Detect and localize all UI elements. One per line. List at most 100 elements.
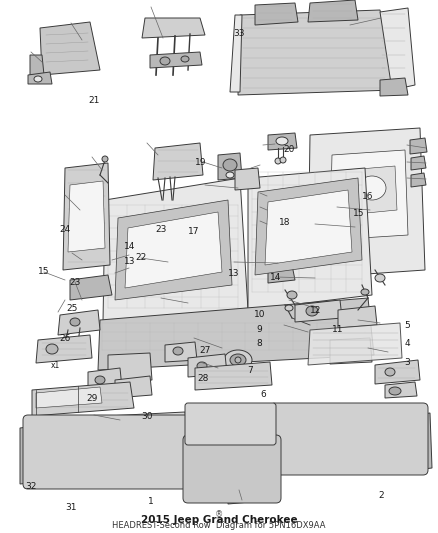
Text: 27: 27 bbox=[199, 346, 211, 355]
Text: x1: x1 bbox=[50, 360, 60, 369]
Text: 13: 13 bbox=[124, 257, 135, 265]
Polygon shape bbox=[30, 55, 44, 75]
Ellipse shape bbox=[280, 157, 286, 163]
Polygon shape bbox=[308, 0, 358, 22]
Polygon shape bbox=[70, 275, 112, 300]
Text: 1: 1 bbox=[148, 497, 154, 505]
Polygon shape bbox=[25, 412, 195, 488]
Polygon shape bbox=[385, 382, 417, 398]
Ellipse shape bbox=[70, 318, 80, 326]
Text: 30: 30 bbox=[141, 413, 152, 421]
Polygon shape bbox=[230, 15, 242, 92]
Text: 2: 2 bbox=[378, 491, 384, 500]
Text: 21: 21 bbox=[88, 96, 100, 104]
Text: 15: 15 bbox=[38, 268, 49, 276]
Text: 14: 14 bbox=[270, 273, 282, 281]
Text: 14: 14 bbox=[124, 242, 135, 251]
FancyBboxPatch shape bbox=[183, 435, 281, 503]
FancyBboxPatch shape bbox=[270, 403, 428, 475]
Ellipse shape bbox=[34, 76, 42, 82]
Ellipse shape bbox=[95, 376, 105, 384]
Text: 31: 31 bbox=[65, 503, 77, 512]
Text: 22: 22 bbox=[135, 253, 147, 262]
Text: ®: ® bbox=[215, 511, 223, 520]
Ellipse shape bbox=[173, 347, 183, 355]
Text: HEADREST-Second Row  Diagram for 5PN16DX9AA: HEADREST-Second Row Diagram for 5PN16DX9… bbox=[112, 521, 326, 530]
Text: 5: 5 bbox=[404, 321, 410, 329]
Ellipse shape bbox=[306, 306, 318, 316]
Text: 17: 17 bbox=[188, 228, 199, 236]
Polygon shape bbox=[295, 300, 342, 322]
Polygon shape bbox=[255, 3, 298, 25]
Polygon shape bbox=[88, 368, 122, 392]
Text: 28: 28 bbox=[198, 374, 209, 383]
Polygon shape bbox=[238, 10, 395, 95]
Text: 26: 26 bbox=[59, 334, 71, 343]
Text: 33: 33 bbox=[233, 29, 244, 37]
Text: 25: 25 bbox=[67, 304, 78, 312]
Polygon shape bbox=[268, 265, 295, 283]
Ellipse shape bbox=[102, 156, 108, 162]
Polygon shape bbox=[58, 310, 100, 335]
Ellipse shape bbox=[276, 137, 288, 145]
Polygon shape bbox=[248, 168, 372, 310]
Ellipse shape bbox=[235, 357, 241, 363]
Text: 13: 13 bbox=[228, 269, 240, 278]
Polygon shape bbox=[165, 342, 197, 362]
Polygon shape bbox=[20, 426, 38, 484]
Ellipse shape bbox=[361, 289, 369, 295]
Text: 6: 6 bbox=[260, 390, 266, 399]
Polygon shape bbox=[265, 190, 352, 265]
Polygon shape bbox=[98, 298, 374, 370]
Polygon shape bbox=[255, 178, 362, 275]
Polygon shape bbox=[410, 138, 427, 154]
Ellipse shape bbox=[181, 56, 189, 62]
Ellipse shape bbox=[275, 158, 281, 164]
Ellipse shape bbox=[226, 172, 234, 178]
Polygon shape bbox=[153, 143, 203, 180]
Ellipse shape bbox=[287, 291, 297, 299]
Polygon shape bbox=[235, 168, 260, 190]
Ellipse shape bbox=[197, 362, 207, 370]
Polygon shape bbox=[380, 78, 408, 96]
Text: 12: 12 bbox=[310, 306, 321, 314]
Text: 3: 3 bbox=[404, 358, 410, 367]
Polygon shape bbox=[142, 18, 205, 38]
Ellipse shape bbox=[230, 354, 246, 366]
Polygon shape bbox=[375, 360, 420, 384]
Ellipse shape bbox=[375, 274, 385, 282]
Polygon shape bbox=[188, 354, 227, 377]
Polygon shape bbox=[40, 22, 100, 75]
Ellipse shape bbox=[224, 350, 252, 370]
Text: 32: 32 bbox=[25, 482, 36, 490]
Polygon shape bbox=[195, 362, 272, 390]
FancyBboxPatch shape bbox=[23, 415, 198, 489]
Text: 19: 19 bbox=[195, 158, 206, 167]
Text: 23: 23 bbox=[155, 225, 167, 233]
Polygon shape bbox=[28, 72, 52, 84]
Polygon shape bbox=[32, 382, 134, 416]
Text: 24: 24 bbox=[59, 225, 71, 233]
Text: 4: 4 bbox=[405, 340, 410, 348]
Polygon shape bbox=[308, 128, 425, 278]
Polygon shape bbox=[36, 387, 102, 408]
Polygon shape bbox=[308, 323, 402, 365]
Polygon shape bbox=[411, 173, 426, 187]
Polygon shape bbox=[63, 163, 110, 270]
Text: 10: 10 bbox=[254, 310, 265, 319]
Polygon shape bbox=[115, 376, 152, 398]
Text: 2015 Jeep Grand Cherokee: 2015 Jeep Grand Cherokee bbox=[141, 515, 297, 525]
Polygon shape bbox=[338, 306, 377, 328]
Polygon shape bbox=[108, 353, 152, 382]
Ellipse shape bbox=[223, 159, 237, 171]
Polygon shape bbox=[218, 153, 242, 180]
Polygon shape bbox=[411, 156, 426, 170]
Text: 20: 20 bbox=[283, 145, 295, 154]
Polygon shape bbox=[36, 335, 92, 363]
Ellipse shape bbox=[285, 305, 293, 311]
Ellipse shape bbox=[358, 176, 386, 200]
Polygon shape bbox=[330, 150, 408, 240]
Ellipse shape bbox=[385, 368, 395, 376]
Ellipse shape bbox=[389, 387, 401, 395]
Text: 11: 11 bbox=[332, 325, 343, 334]
